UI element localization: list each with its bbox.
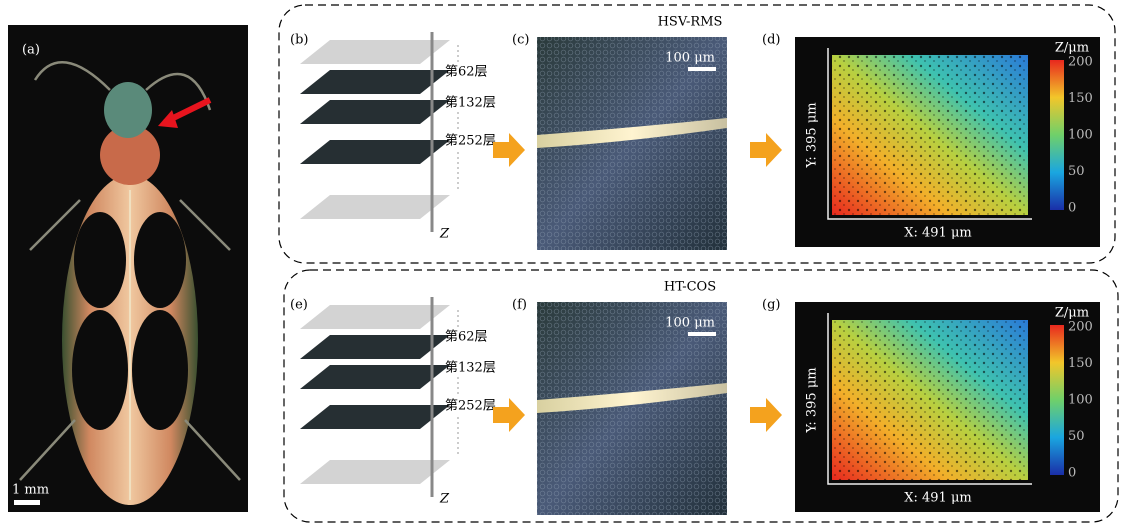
colorbar	[1050, 60, 1064, 210]
scale-bar	[14, 500, 40, 505]
flow-arrow	[750, 133, 782, 167]
layer	[300, 335, 450, 359]
colorbar-tick-label: 150	[1068, 356, 1093, 371]
layer	[300, 460, 450, 484]
height-map-texture	[832, 320, 1028, 480]
layer	[300, 40, 450, 64]
beetle-panel: (a) 1 mm	[8, 25, 248, 512]
layer	[300, 100, 450, 124]
x-axis-label: X: 491 μm	[904, 226, 972, 241]
layer-label: 第132层	[445, 361, 496, 376]
layer-label: 第62层	[445, 65, 488, 80]
colorbar-tick-label: 100	[1068, 393, 1093, 408]
layer-label: 第62层	[445, 330, 488, 345]
layer-label: 第132层	[445, 96, 496, 111]
colorbar	[1050, 325, 1064, 475]
height-map-texture	[832, 55, 1028, 215]
method-title: HT-COS	[664, 280, 716, 295]
panel-label: (b)	[290, 33, 308, 48]
layer	[300, 195, 450, 219]
colorbar-tick-label: 100	[1068, 128, 1093, 143]
colorbar-title: Z/μm	[1055, 306, 1089, 321]
figure: (a) 1 mm HSV-RMS(b)Z第62层第132层第252层(c)100…	[0, 0, 1122, 525]
colorbar-title: Z/μm	[1055, 41, 1089, 56]
layer	[300, 365, 450, 389]
layer-label: 第252层	[445, 134, 496, 149]
colorbar-tick-label: 200	[1068, 320, 1093, 335]
colorbar-tick-label: 200	[1068, 55, 1093, 70]
scale-bar	[688, 67, 716, 71]
colorbar-tick-label: 150	[1068, 91, 1093, 106]
panel-label: (g)	[762, 298, 780, 313]
x-axis-label: X: 491 μm	[904, 491, 972, 506]
scale-bar-label: 100 μm	[665, 316, 715, 331]
flow-arrow	[493, 398, 525, 432]
panel-label: (a)	[22, 43, 40, 58]
layer	[300, 305, 450, 329]
colorbar-tick-label: 50	[1068, 429, 1085, 444]
layer	[300, 70, 450, 94]
panel-label: (d)	[762, 33, 780, 48]
layer-label: 第252层	[445, 399, 496, 414]
scale-bar-label: 100 μm	[665, 51, 715, 66]
scale-bar-label: 1 mm	[12, 483, 49, 498]
beetle-spot	[72, 310, 128, 430]
y-axis-label: Y: 395 μm	[805, 102, 820, 168]
axis-label: Z	[439, 492, 450, 507]
beetle-spot	[134, 212, 186, 308]
axis-label: Z	[439, 227, 450, 242]
flow-arrow	[750, 398, 782, 432]
method-title: HSV-RMS	[658, 15, 723, 30]
layer	[300, 405, 450, 429]
beetle-spot	[132, 310, 188, 430]
scale-bar	[688, 332, 716, 336]
beetle-head	[104, 82, 152, 138]
layer	[300, 140, 450, 164]
flow-arrow	[493, 133, 525, 167]
panel-label: (e)	[290, 298, 308, 313]
panel-label: (f)	[512, 298, 527, 313]
panel-label: (c)	[512, 33, 529, 48]
beetle-spot	[74, 212, 126, 308]
colorbar-tick-label: 0	[1068, 466, 1076, 481]
colorbar-tick-label: 0	[1068, 201, 1076, 216]
y-axis-label: Y: 395 μm	[805, 367, 820, 433]
colorbar-tick-label: 50	[1068, 164, 1085, 179]
